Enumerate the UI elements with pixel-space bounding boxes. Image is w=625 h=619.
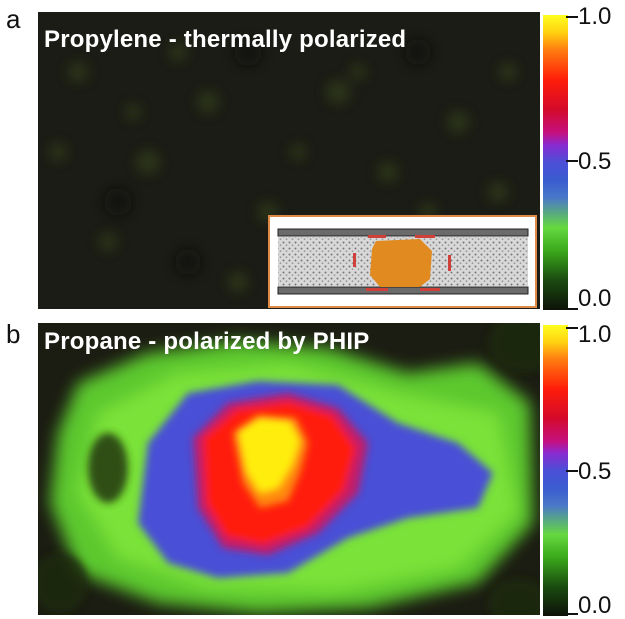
mri-image-propane: Propane - polarized by PHIP	[38, 323, 540, 615]
colorbar-a-label-min: 0.0	[578, 285, 612, 312]
colorbar-a-label-max: 1.0	[578, 3, 612, 30]
colorbar-b-label-max: 1.0	[578, 321, 612, 348]
colorbar-a-label-mid: 0.5	[578, 148, 612, 175]
signal-heatmap	[38, 323, 540, 615]
colorbar-b-tick-max	[566, 327, 578, 329]
panel-letter-b: b	[6, 319, 21, 349]
colorbar-gradient	[543, 15, 568, 310]
panel-letter-a: a	[6, 4, 21, 34]
mri-image-propylene: Propylene - thermally polarized	[38, 12, 540, 309]
colorbar-b-tick-mid	[566, 470, 578, 472]
colorbar-a-tick-max	[566, 16, 578, 18]
colorbar-gradient	[543, 325, 568, 616]
colorbar-b-tick-min	[566, 613, 578, 615]
reactor-cross-section-icon	[277, 228, 529, 295]
colorbar-a-tick-mid	[566, 160, 578, 162]
panel-title-a: Propylene - thermally polarized	[44, 26, 407, 53]
reactor-inset	[268, 215, 537, 308]
panel-title-b: Propane - polarized by PHIP	[44, 328, 370, 355]
colorbar-a	[543, 15, 568, 310]
colorbar-b	[543, 325, 568, 616]
colorbar-b-label-mid: 0.5	[578, 458, 612, 485]
colorbar-b-label-min: 0.0	[578, 592, 612, 619]
colorbar-a-tick-min	[566, 308, 578, 310]
